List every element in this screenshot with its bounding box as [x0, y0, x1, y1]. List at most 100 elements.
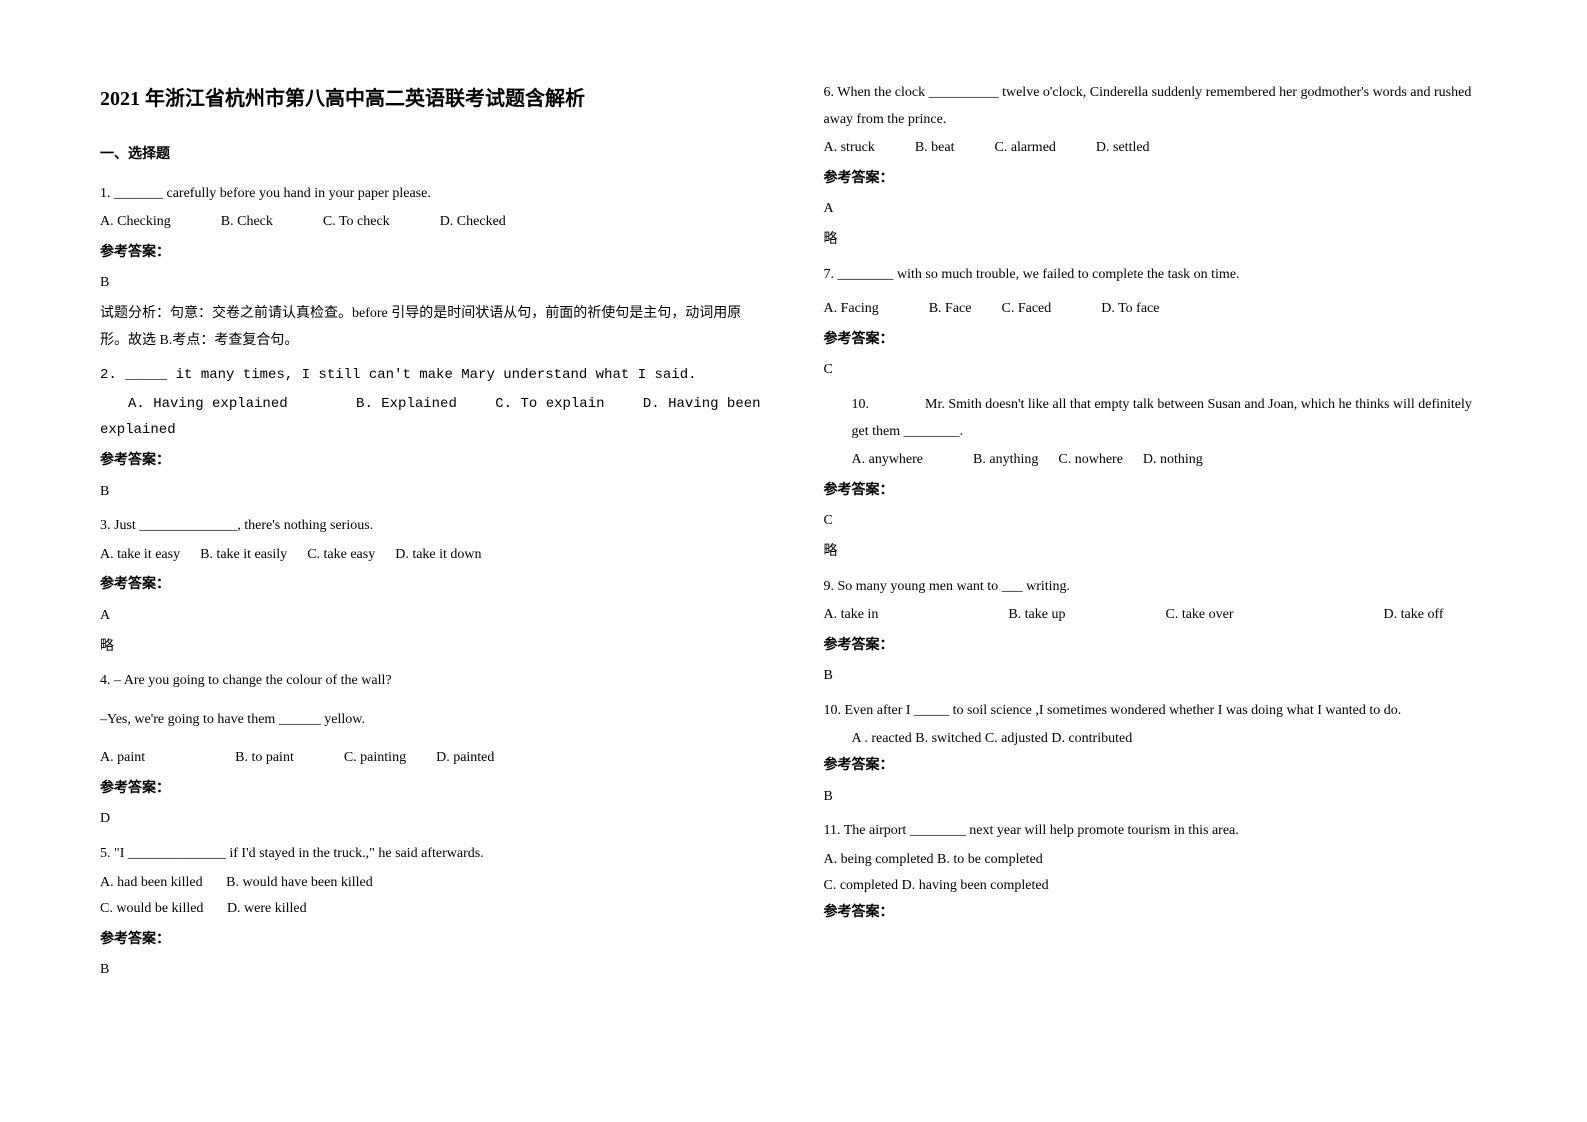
q5-row2: C. would be killed D. were killed	[100, 896, 764, 923]
answer-label: 参考答案：	[100, 572, 764, 599]
q7-text: 7. ________ with so much trouble, we fai…	[824, 262, 1488, 289]
section-header: 一、选择题	[100, 142, 764, 169]
answer-label: 参考答案：	[100, 240, 764, 267]
q6-choice-c: C. alarmed	[994, 135, 1055, 162]
answer-label: 参考答案：	[100, 448, 764, 475]
question-11: 11. The airport ________ next year will …	[824, 818, 1488, 926]
q8-text: 10. Mr. Smith doesn't like all that empt…	[824, 392, 1488, 445]
q8-note: 略	[824, 539, 1488, 566]
q3-choices: A. take it easy B. take it easily C. tak…	[100, 542, 764, 569]
q2-cont: explained	[100, 417, 764, 444]
q9-answer: B	[824, 663, 1488, 690]
q1-choice-b: B. Check	[221, 209, 273, 236]
q1-explain: 试题分析：句意：交卷之前请认真检查。before 引导的是时间状语从句，前面的祈…	[100, 301, 764, 354]
q9-choice-a: A. take in	[824, 602, 879, 629]
question-4: 4. – Are you going to change the colour …	[100, 668, 764, 833]
question-7: 7. ________ with so much trouble, we fai…	[824, 262, 1488, 384]
question-2: 2. _____ it many times, I still can't ma…	[100, 362, 764, 505]
q5-answer: B	[100, 957, 764, 984]
q1-choice-a: A. Checking	[100, 209, 171, 236]
q2-choices: A. Having explained B. Explained C. To e…	[100, 391, 764, 418]
q7-choice-c: C. Faced	[1001, 296, 1051, 323]
answer-label: 参考答案：	[824, 900, 1488, 927]
q7-choices: A. Facing B. Face C. Faced D. To face	[824, 296, 1488, 323]
q5-choice-c: C. would be killed	[100, 901, 203, 916]
q5-text: 5. "I ______________ if I'd stayed in th…	[100, 841, 764, 868]
q5-choice-b: B. would have been killed	[226, 875, 373, 890]
q6-text: 6. When the clock __________ twelve o'cl…	[824, 80, 1488, 133]
q3-answer: A	[100, 603, 764, 630]
q5-choice-a: A. had been killed	[100, 875, 203, 890]
q4-choice-a: A. paint	[100, 745, 145, 772]
answer-label: 参考答案：	[824, 753, 1488, 780]
q2-choice-d: D. Having been	[643, 396, 761, 412]
q1-choice-c: C. To check	[323, 209, 390, 236]
q11-text: 11. The airport ________ next year will …	[824, 818, 1488, 845]
answer-label: 参考答案：	[100, 927, 764, 954]
q6-choices: A. struck B. beat C. alarmed D. settled	[824, 135, 1488, 162]
answer-label: 参考答案：	[824, 633, 1488, 660]
q8-choice-d: D. nothing	[1143, 447, 1203, 474]
question-8: 10. Mr. Smith doesn't like all that empt…	[824, 392, 1488, 566]
q9-text: 9. So many young men want to ___ writing…	[824, 574, 1488, 601]
q4-choice-d: D. painted	[436, 745, 494, 772]
q1-answer: B	[100, 270, 764, 297]
q10-choices: A . reacted B. switched C. adjusted D. c…	[824, 726, 1488, 753]
q3-text: 3. Just ______________, there's nothing …	[100, 513, 764, 540]
q6-choice-a: A. struck	[824, 135, 875, 162]
answer-label: 参考答案：	[824, 166, 1488, 193]
q6-choice-d: D. settled	[1096, 135, 1150, 162]
q6-choice-b: B. beat	[915, 135, 955, 162]
q7-answer: C	[824, 357, 1488, 384]
answer-label: 参考答案：	[824, 327, 1488, 354]
q8-choices: A. anywhere B. anything C. nowhere D. no…	[824, 447, 1488, 474]
q4-text1: 4. – Are you going to change the colour …	[100, 668, 764, 695]
q4-choice-c: C. painting	[344, 745, 406, 772]
q7-choice-b: B. Face	[929, 296, 972, 323]
q4-choices: A. paint B. to paint C. painting D. pain…	[100, 745, 764, 772]
q1-choice-d: D. Checked	[440, 209, 506, 236]
q3-choice-d: D. take it down	[395, 542, 481, 569]
q3-choice-c: C. take easy	[307, 542, 375, 569]
q3-note: 略	[100, 634, 764, 661]
answer-label: 参考答案：	[824, 478, 1488, 505]
q1-choices: A. Checking B. Check C. To check D. Chec…	[100, 209, 764, 236]
q1-text: 1. _______ carefully before you hand in …	[100, 181, 764, 208]
question-6: 6. When the clock __________ twelve o'cl…	[824, 80, 1488, 254]
q2-answer: B	[100, 479, 764, 506]
q2-choice-a: A. Having explained	[128, 396, 288, 412]
page-title: 2021 年浙江省杭州市第八高中高二英语联考试题含解析	[100, 80, 764, 118]
q6-answer: A	[824, 196, 1488, 223]
q7-choice-a: A. Facing	[824, 296, 879, 323]
q11-line1: A. being completed B. to be completed	[824, 847, 1488, 874]
q11-line2: C. completed D. having been completed	[824, 873, 1488, 900]
question-9: 9. So many young men want to ___ writing…	[824, 574, 1488, 690]
q8-choice-a: A. anywhere	[852, 447, 924, 474]
question-1: 1. _______ carefully before you hand in …	[100, 181, 764, 355]
q5-row1: A. had been killed B. would have been ki…	[100, 870, 764, 897]
question-3: 3. Just ______________, there's nothing …	[100, 513, 764, 660]
left-column: 2021 年浙江省杭州市第八高中高二英语联考试题含解析 一、选择题 1. ___…	[100, 80, 764, 1082]
q10-text: 10. Even after I _____ to soil science ,…	[824, 698, 1488, 725]
q4-answer: D	[100, 806, 764, 833]
answer-label: 参考答案：	[100, 776, 764, 803]
q3-choice-a: A. take it easy	[100, 542, 180, 569]
q10-answer: B	[824, 784, 1488, 811]
q4-text2: –Yes, we're going to have them ______ ye…	[100, 707, 764, 734]
q2-text: 2. _____ it many times, I still can't ma…	[100, 362, 764, 389]
q6-note: 略	[824, 227, 1488, 254]
q3-choice-b: B. take it easily	[200, 542, 287, 569]
question-10: 10. Even after I _____ to soil science ,…	[824, 698, 1488, 810]
q2-choice-b: B. Explained	[356, 396, 457, 412]
q4-choice-b: B. to paint	[235, 745, 294, 772]
q9-choice-d: D. take off	[1384, 602, 1444, 629]
q9-choices: A. take in B. take up C. take over D. ta…	[824, 602, 1488, 629]
q5-choice-d: D. were killed	[227, 901, 307, 916]
right-column: 6. When the clock __________ twelve o'cl…	[824, 80, 1488, 1082]
q9-choice-c: C. take over	[1165, 602, 1233, 629]
question-5: 5. "I ______________ if I'd stayed in th…	[100, 841, 764, 984]
q8-answer: C	[824, 508, 1488, 535]
q8-choice-c: C. nowhere	[1058, 447, 1123, 474]
q8-choice-b: B. anything	[973, 447, 1038, 474]
q7-choice-d: D. To face	[1101, 296, 1159, 323]
